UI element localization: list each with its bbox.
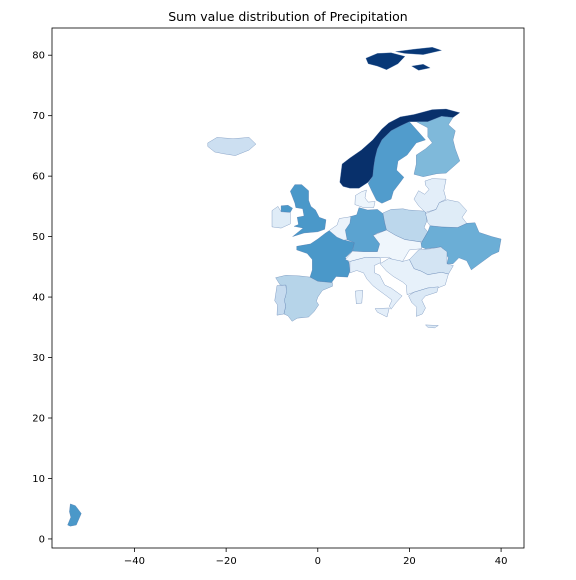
x-tick-label: −40 bbox=[124, 556, 145, 567]
x-tick-label: 20 bbox=[403, 556, 416, 567]
y-tick-label: 0 bbox=[39, 534, 45, 545]
x-tick-label: −20 bbox=[216, 556, 237, 567]
y-tick-label: 20 bbox=[32, 414, 45, 425]
y-tick-label: 60 bbox=[32, 172, 45, 183]
y-tick-label: 40 bbox=[32, 293, 45, 304]
y-tick-label: 70 bbox=[32, 111, 45, 122]
map-title: Sum value distribution of Precipitation bbox=[168, 9, 407, 24]
y-tick-label: 10 bbox=[32, 474, 45, 485]
x-tick-label: 0 bbox=[315, 556, 321, 567]
y-tick-label: 50 bbox=[32, 232, 45, 243]
region-italy-part-3 bbox=[355, 290, 362, 303]
y-tick-label: 30 bbox=[32, 353, 45, 364]
y-tick-label: 80 bbox=[32, 51, 45, 62]
y-axis: 0 10 20 30 40 50 60 70 80 bbox=[32, 51, 52, 546]
x-axis: −40 −20 0 20 40 bbox=[124, 548, 508, 567]
x-tick-label: 40 bbox=[495, 556, 508, 567]
